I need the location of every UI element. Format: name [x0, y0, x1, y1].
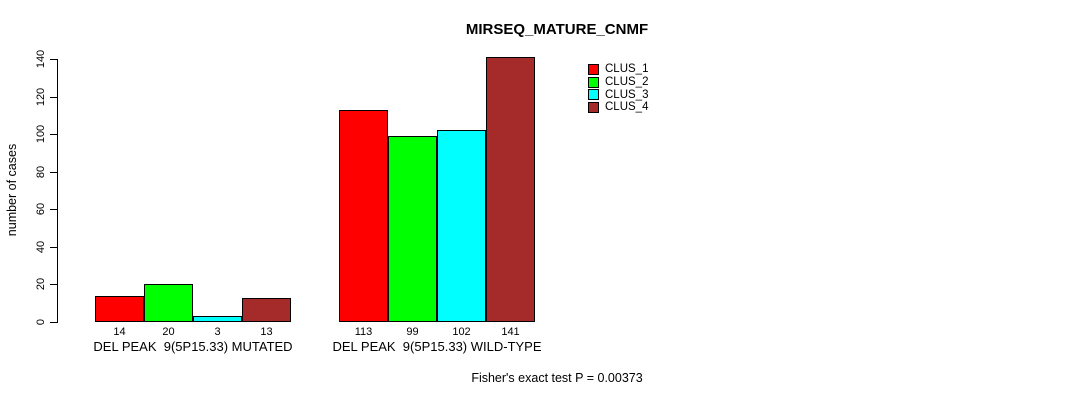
y-tick — [50, 59, 57, 60]
y-tick-label: 100 — [35, 124, 47, 144]
bar-value-label: 141 — [501, 326, 520, 338]
legend-label: CLUS_3 — [605, 88, 649, 101]
category-label-group1: DEL PEAK 9(5P15.33) MUTATED — [93, 339, 293, 354]
bar-clus_2-group1 — [144, 284, 193, 322]
legend-swatch-clus_3 — [588, 89, 599, 101]
bar-value-label: 13 — [260, 326, 273, 338]
legend-label: CLUS_4 — [605, 101, 649, 114]
y-axis-title: number of cases — [5, 143, 19, 237]
category-label-group2: DEL PEAK 9(5P15.33) WILD-TYPE — [332, 339, 542, 354]
bar-clus_3-group2 — [437, 130, 486, 322]
fisher-test-annotation: Fisher's exact test P = 0.00373 — [471, 371, 643, 385]
legend-label: CLUS_1 — [605, 63, 649, 76]
bar-clus_2-group2 — [388, 136, 437, 322]
bar-value-label: 14 — [113, 326, 126, 338]
legend-label: CLUS_2 — [605, 76, 649, 89]
bar-clus_3-group1 — [193, 316, 242, 322]
chart-title: MIRSEQ_MATURE_CNMF — [465, 21, 649, 38]
y-tick — [50, 247, 57, 248]
legend-item-clus_1: CLUS_1 — [588, 63, 648, 76]
legend-swatch-clus_1 — [588, 63, 599, 75]
bar-value-label: 20 — [162, 326, 175, 338]
legend-item-clus_2: CLUS_2 — [588, 76, 648, 89]
y-tick-label: 40 — [35, 240, 47, 254]
bar-clus_1-group1 — [95, 296, 144, 322]
y-tick — [50, 134, 57, 135]
bar-clus_1-group2 — [339, 110, 388, 322]
y-tick — [50, 172, 57, 173]
y-tick-label: 0 — [35, 318, 47, 326]
bar-clus_4-group2 — [486, 57, 535, 322]
legend-item-clus_4: CLUS_4 — [588, 101, 648, 114]
y-tick-label: 80 — [35, 165, 47, 179]
bar-value-label: 113 — [354, 326, 373, 338]
y-tick — [50, 97, 57, 98]
y-tick-label: 120 — [35, 87, 47, 107]
bar-clus_4-group1 — [242, 298, 291, 322]
y-tick — [50, 322, 57, 323]
legend-swatch-clus_2 — [588, 76, 599, 88]
legend-swatch-clus_4 — [588, 101, 599, 113]
y-tick-label: 60 — [35, 202, 47, 216]
y-tick — [50, 209, 57, 210]
legend: CLUS_1 CLUS_2 CLUS_3 CLUS_4 — [588, 63, 648, 114]
bar-value-label: 102 — [452, 326, 471, 338]
y-tick-label: 140 — [35, 49, 47, 69]
bar-value-label: 3 — [214, 326, 221, 338]
y-tick-label: 20 — [35, 277, 47, 291]
y-tick — [50, 284, 57, 285]
legend-item-clus_3: CLUS_3 — [588, 88, 648, 101]
y-axis-line — [57, 59, 58, 323]
bar-value-label: 99 — [406, 326, 419, 338]
